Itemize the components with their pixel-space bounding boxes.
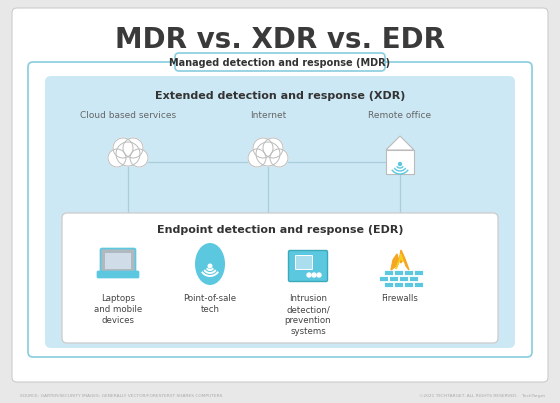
FancyBboxPatch shape [384, 270, 393, 275]
FancyBboxPatch shape [97, 271, 139, 278]
FancyBboxPatch shape [177, 61, 383, 64]
FancyBboxPatch shape [394, 270, 403, 275]
Circle shape [317, 273, 321, 277]
Text: Endpoint detection and response (EDR): Endpoint detection and response (EDR) [157, 225, 403, 235]
Circle shape [253, 138, 273, 158]
FancyBboxPatch shape [288, 251, 328, 282]
Text: MDR vs. XDR vs. EDR: MDR vs. XDR vs. EDR [115, 26, 445, 54]
FancyBboxPatch shape [28, 62, 532, 357]
Circle shape [248, 149, 266, 167]
FancyBboxPatch shape [384, 282, 393, 287]
Text: Cloud based services: Cloud based services [80, 110, 176, 120]
Circle shape [307, 273, 311, 277]
Text: Firewalls: Firewalls [381, 294, 418, 303]
FancyBboxPatch shape [394, 282, 403, 287]
Circle shape [108, 149, 126, 167]
FancyBboxPatch shape [12, 8, 548, 382]
Polygon shape [396, 254, 403, 269]
FancyBboxPatch shape [175, 53, 385, 71]
Text: Remote office: Remote office [368, 110, 432, 120]
Text: SOURCE: GARTER/SECURITY IMAGES: GENERALLY VECTOR/FORESTER/IT SHARES COMPUTERS: SOURCE: GARTER/SECURITY IMAGES: GENERALL… [20, 394, 222, 398]
FancyBboxPatch shape [409, 276, 418, 281]
Circle shape [312, 273, 316, 277]
FancyBboxPatch shape [399, 276, 408, 281]
Ellipse shape [195, 243, 225, 285]
FancyBboxPatch shape [414, 282, 423, 287]
FancyBboxPatch shape [296, 256, 312, 270]
Text: Point-of-sale
tech: Point-of-sale tech [184, 294, 236, 314]
FancyBboxPatch shape [100, 249, 136, 274]
Text: ©2021 TECHTARGET. ALL RIGHTS RESERVED.   TechTarget: ©2021 TECHTARGET. ALL RIGHTS RESERVED. T… [419, 394, 545, 398]
FancyBboxPatch shape [414, 270, 423, 275]
Circle shape [130, 149, 148, 167]
Circle shape [113, 138, 133, 158]
Text: Internet: Internet [250, 110, 286, 120]
Circle shape [270, 149, 288, 167]
Text: Laptops
and mobile
devices: Laptops and mobile devices [94, 294, 142, 325]
FancyBboxPatch shape [45, 76, 515, 348]
Circle shape [256, 142, 280, 166]
FancyBboxPatch shape [386, 150, 414, 174]
Polygon shape [391, 250, 409, 270]
Text: Managed detection and response (MDR): Managed detection and response (MDR) [170, 58, 390, 67]
FancyBboxPatch shape [389, 276, 398, 281]
FancyBboxPatch shape [62, 213, 498, 343]
Text: Extended detection and response (XDR): Extended detection and response (XDR) [155, 91, 405, 101]
Circle shape [208, 264, 212, 268]
Circle shape [399, 162, 402, 166]
FancyBboxPatch shape [379, 276, 388, 281]
Circle shape [263, 138, 283, 158]
FancyBboxPatch shape [404, 270, 413, 275]
Polygon shape [386, 136, 414, 150]
FancyBboxPatch shape [404, 282, 413, 287]
Circle shape [123, 138, 143, 158]
Text: Intrusion
detection/
prevention
systems: Intrusion detection/ prevention systems [284, 294, 332, 336]
Circle shape [116, 142, 140, 166]
FancyBboxPatch shape [105, 253, 131, 269]
